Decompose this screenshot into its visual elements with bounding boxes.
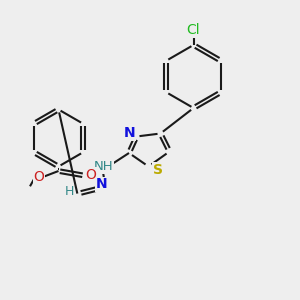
- Text: O: O: [85, 168, 96, 182]
- Text: S: S: [152, 163, 163, 176]
- Text: H: H: [64, 184, 74, 198]
- Text: N: N: [96, 178, 108, 191]
- Text: Cl: Cl: [187, 23, 200, 37]
- Text: N: N: [124, 126, 136, 140]
- Text: O: O: [34, 170, 44, 184]
- Text: NH: NH: [94, 160, 113, 173]
